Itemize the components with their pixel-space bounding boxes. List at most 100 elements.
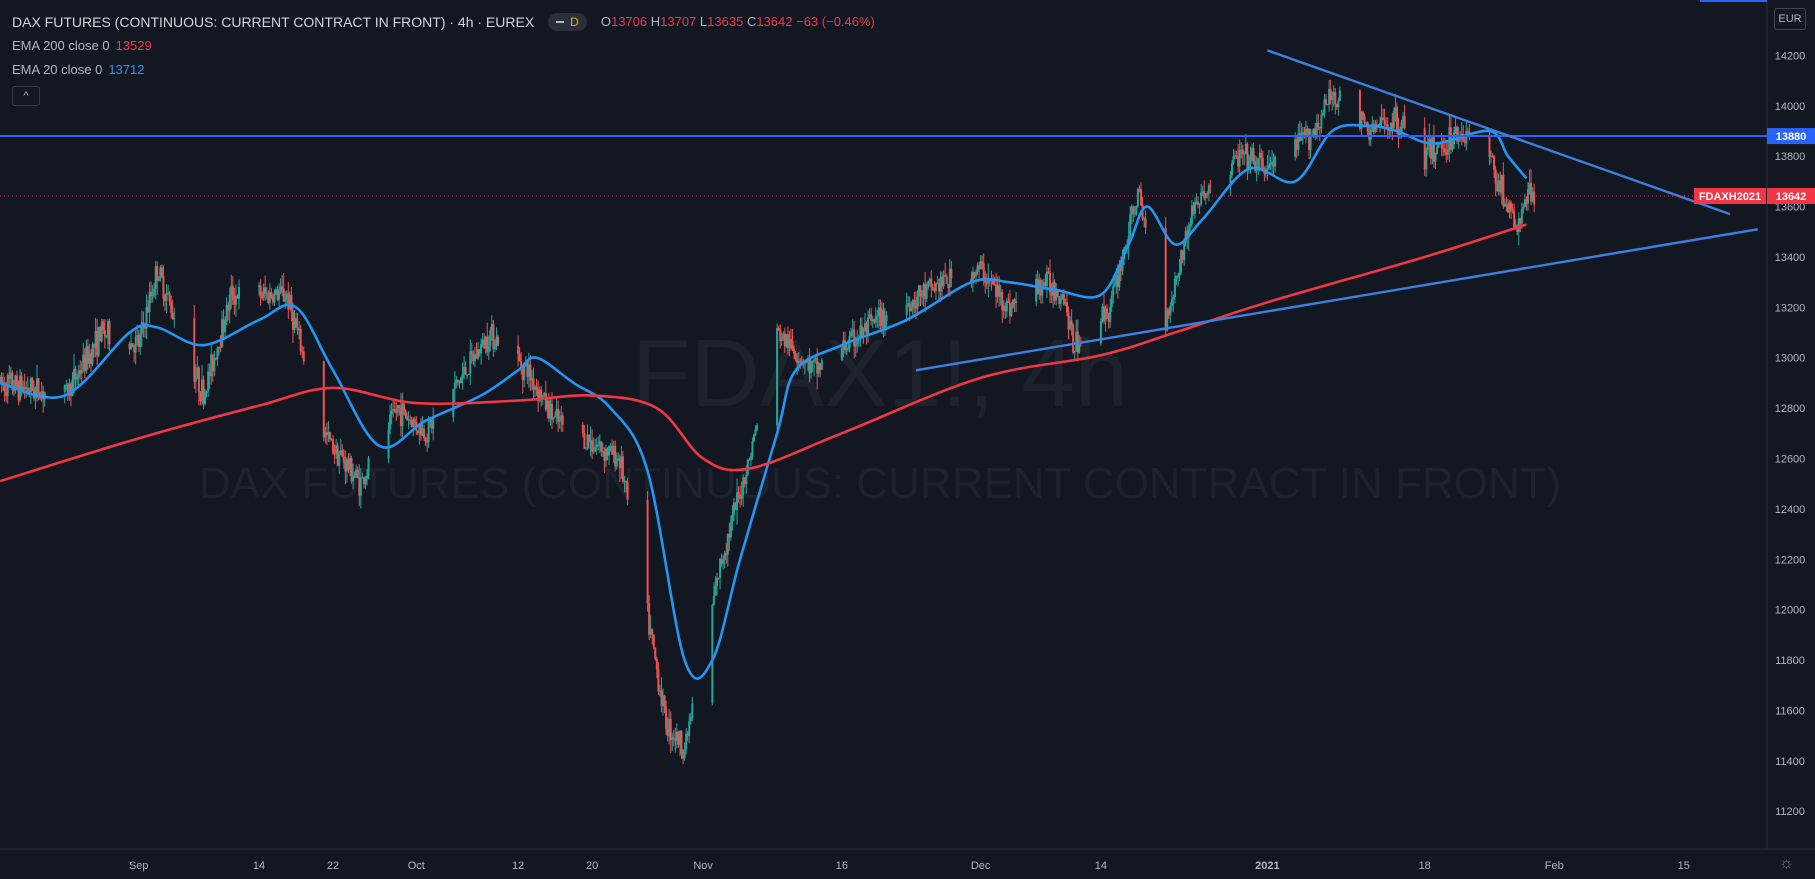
candle-body (995, 284, 998, 297)
candle-body (794, 353, 797, 360)
candle-body (1061, 294, 1064, 299)
candle-body (669, 718, 672, 741)
candle-body (873, 319, 876, 323)
x-tick-label: 15 (1678, 860, 1690, 872)
candle-body (665, 706, 668, 730)
candle-body (1041, 285, 1044, 296)
candle-body (1513, 210, 1516, 228)
candle-body (219, 346, 222, 348)
data-status-pill[interactable]: D (548, 13, 587, 31)
candle-body (743, 477, 746, 485)
candle-body (924, 284, 927, 299)
candle-body (786, 334, 789, 349)
y-tick-label: 12200 (1775, 554, 1806, 566)
candle-body (82, 354, 85, 370)
candle-body (421, 428, 424, 436)
candle-body (1232, 156, 1235, 164)
candle-body (654, 647, 657, 660)
candle-body (1402, 116, 1405, 123)
candle-body (671, 737, 674, 741)
candle-body (521, 367, 524, 381)
candle-body (424, 438, 427, 442)
candle-body (996, 285, 999, 297)
candle-body (1069, 320, 1072, 330)
candles-group (0, 79, 1536, 764)
candle-body (1315, 122, 1318, 136)
candle-body (105, 335, 108, 337)
ema200-line (0, 223, 1527, 483)
candle-body (971, 272, 974, 284)
candle-body (651, 629, 654, 635)
candle-body (89, 353, 92, 365)
candle-body (1254, 161, 1257, 171)
candle-body (1119, 265, 1122, 272)
candle-body (273, 292, 276, 303)
candle-body (845, 349, 848, 351)
candle-body (486, 336, 489, 353)
chevron-up-icon[interactable]: ^ (12, 86, 40, 106)
ema20-legend[interactable]: EMA 20 close 0 13712 (12, 62, 145, 77)
candle-body (1463, 141, 1466, 144)
candle-body (1181, 250, 1184, 260)
candle-body (31, 378, 34, 391)
candle-body (655, 659, 658, 670)
candle-body (810, 362, 813, 374)
candle-body (1115, 274, 1118, 284)
currency-button[interactable]: EUR (1774, 8, 1806, 30)
candle-body (208, 371, 211, 377)
candle-body (620, 456, 623, 469)
candle-body (1533, 191, 1536, 205)
candle-body (931, 287, 934, 290)
candle-body (429, 420, 432, 422)
candle-body (799, 360, 802, 362)
candle-body (662, 695, 665, 706)
candle-body (1190, 205, 1193, 225)
candle-body (130, 342, 133, 350)
candle-body (916, 296, 919, 309)
candle-body (788, 338, 791, 349)
candle-body (1203, 190, 1206, 199)
descending-trendline (1267, 49, 1731, 216)
candle-body (595, 444, 598, 447)
candle-body (228, 295, 231, 311)
candle-body (1334, 92, 1337, 105)
candle-body (740, 495, 743, 499)
candle-body (29, 378, 32, 393)
candle-body (1329, 88, 1332, 101)
candle-body (1454, 126, 1457, 133)
candle-body (717, 577, 720, 579)
candle-body (1445, 152, 1448, 155)
candle-body (803, 362, 806, 364)
candle-body (975, 271, 978, 277)
candle-body (145, 307, 148, 329)
candle-body (780, 338, 783, 341)
candle-body (666, 729, 669, 737)
candle-body (404, 409, 407, 417)
y-tick-label: 12000 (1775, 605, 1806, 617)
candle-body (1192, 205, 1195, 214)
candle-body (1260, 152, 1263, 158)
candle-body (1499, 180, 1502, 193)
candle-body (601, 450, 604, 452)
candle-body (982, 263, 985, 281)
candle-body (880, 309, 883, 326)
candle-body (1172, 297, 1175, 300)
symbol-title[interactable]: DAX FUTURES (CONTINUOUS: CURRENT CONTRAC… (12, 14, 535, 30)
candle-body (527, 364, 530, 377)
candle-body (1187, 226, 1190, 238)
candle-body (543, 392, 546, 396)
candle-body (1104, 308, 1107, 322)
candle-body (160, 267, 163, 276)
ema200-legend[interactable]: EMA 200 close 0 13529 (12, 38, 152, 53)
candle-body (1493, 156, 1496, 170)
candle-body (941, 277, 944, 287)
gear-icon[interactable]: ☼ (1779, 855, 1794, 872)
candle-body (1263, 170, 1266, 174)
candle-body (555, 408, 558, 417)
candle-body (1266, 168, 1269, 170)
candle-body (1320, 115, 1323, 129)
candle-body (1437, 142, 1440, 148)
candle-body (393, 409, 396, 411)
candle-body (402, 403, 405, 410)
